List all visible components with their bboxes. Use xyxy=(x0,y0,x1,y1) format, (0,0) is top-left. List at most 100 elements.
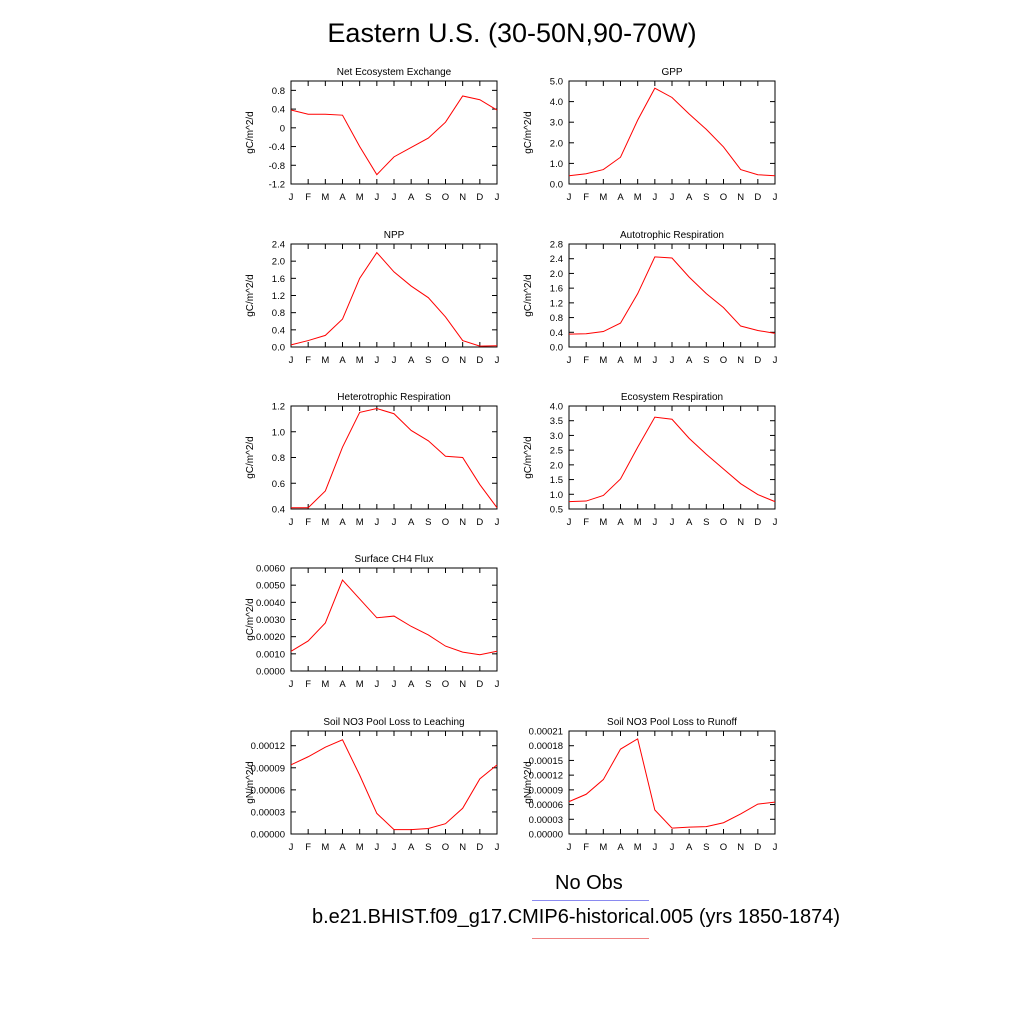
y-tick-label: 1.6 xyxy=(272,274,285,285)
x-tick-label: J xyxy=(652,842,657,853)
y-tick-label: 2.0 xyxy=(550,138,563,149)
y-tick-label: 3.0 xyxy=(550,118,563,129)
x-tick-label: J xyxy=(289,679,294,690)
y-tick-label: 0.00009 xyxy=(251,763,285,774)
x-tick-label: A xyxy=(408,355,415,366)
y-tick-label: 0.0 xyxy=(550,343,563,354)
y-tick-label: 0.8 xyxy=(272,453,285,464)
x-tick-label: M xyxy=(356,679,364,690)
x-tick-label: A xyxy=(617,842,624,853)
chart-panel-9: Soil NO3 Pool Loss to RunoffgN/m^2/d0.00… xyxy=(523,717,778,853)
y-tick-label: 2.0 xyxy=(550,269,563,280)
x-tick-label: J xyxy=(773,192,778,203)
x-tick-label: A xyxy=(339,355,346,366)
y-axis-label: gN/m^2/d xyxy=(245,761,256,804)
y-axis-label: gC/m^2/d xyxy=(523,274,534,317)
y-tick-label: 0.4 xyxy=(272,105,285,116)
y-tick-label: 0.00021 xyxy=(529,727,563,738)
x-tick-label: J xyxy=(289,517,294,528)
x-tick-label: D xyxy=(476,679,483,690)
x-tick-label: M xyxy=(321,192,329,203)
x-tick-label: M xyxy=(356,355,364,366)
x-tick-label: J xyxy=(374,192,379,203)
y-tick-label: 2.0 xyxy=(550,460,563,471)
y-tick-label: 0.00012 xyxy=(529,771,563,782)
x-tick-label: J xyxy=(567,517,572,528)
x-tick-label: O xyxy=(442,355,449,366)
x-tick-label: O xyxy=(442,192,449,203)
y-tick-label: 0.8 xyxy=(272,86,285,97)
x-tick-label: N xyxy=(737,842,744,853)
series-line xyxy=(568,416,776,503)
x-tick-label: S xyxy=(425,517,431,528)
x-tick-label: S xyxy=(703,355,709,366)
chart-panel-1: Net Ecosystem Exchange gC/m^2/d -1.2 -0.8 -0… xyxy=(245,67,500,203)
x-tick-label: A xyxy=(408,679,415,690)
chart-title: Ecosystem Respiration xyxy=(621,392,723,403)
x-tick-label: M xyxy=(321,517,329,528)
plot-frame xyxy=(290,730,498,835)
x-tick-label: N xyxy=(459,192,466,203)
x-tick-label: M xyxy=(634,842,642,853)
x-tick-label: O xyxy=(442,517,449,528)
x-tick-label: J xyxy=(392,355,397,366)
y-tick-label: 1.2 xyxy=(550,298,563,309)
x-tick-label: M xyxy=(634,355,642,366)
y-tick-label: 0.0 xyxy=(272,343,285,354)
x-tick-label: J xyxy=(392,517,397,528)
x-tick-label: O xyxy=(442,679,449,690)
x-tick-label: A xyxy=(617,355,624,366)
y-tick-label: 0.00012 xyxy=(251,741,285,752)
x-tick-label: M xyxy=(599,517,607,528)
x-tick-label: J xyxy=(670,192,675,203)
x-tick-label: A xyxy=(408,192,415,203)
y-tick-label: 0.0010 xyxy=(256,649,285,660)
x-tick-label: S xyxy=(425,679,431,690)
chart-title: Heterotrophic Respiration xyxy=(337,392,450,403)
x-tick-label: D xyxy=(754,842,761,853)
y-tick-label: 1.5 xyxy=(550,475,563,486)
y-tick-label: 0.0030 xyxy=(256,615,285,626)
x-tick-label: D xyxy=(476,355,483,366)
y-axis-label: gC/m^2/d xyxy=(245,598,256,641)
y-tick-label: 1.0 xyxy=(272,427,285,438)
y-tick-label: 1.0 xyxy=(550,159,563,170)
x-tick-label: F xyxy=(583,192,589,203)
y-tick-label: 0.0040 xyxy=(256,598,285,609)
y-tick-label: -1.2 xyxy=(269,180,285,191)
x-tick-label: A xyxy=(339,192,346,203)
y-tick-label: 0.0060 xyxy=(256,564,285,575)
plot-frame xyxy=(568,80,776,185)
plot-frame xyxy=(290,405,498,510)
legend-model-label: b.e21.BHIST.f09_g17.CMIP6-historical.005… xyxy=(312,906,841,928)
y-tick-label: 2.4 xyxy=(272,240,285,251)
legend-obs-line xyxy=(532,900,649,901)
x-tick-label: F xyxy=(305,355,311,366)
x-tick-label: A xyxy=(686,355,693,366)
y-tick-label: 2.5 xyxy=(550,446,563,457)
x-tick-label: A xyxy=(408,517,415,528)
y-tick-label: 1.2 xyxy=(272,402,285,413)
x-tick-label: A xyxy=(339,517,346,528)
chart-title: Net Ecosystem Exchange xyxy=(337,67,452,78)
y-tick-label: -0.4 xyxy=(269,142,285,153)
y-tick-label: 0.4 xyxy=(272,325,285,336)
x-tick-label: O xyxy=(442,842,449,853)
x-tick-label: O xyxy=(720,192,727,203)
x-tick-label: M xyxy=(634,517,642,528)
x-tick-label: D xyxy=(754,192,761,203)
y-tick-label: 3.0 xyxy=(550,431,563,442)
x-tick-label: J xyxy=(773,517,778,528)
x-tick-label: J xyxy=(289,355,294,366)
y-tick-label: 0.6 xyxy=(272,479,285,490)
x-tick-label: S xyxy=(425,355,431,366)
chart-panel-6: Ecosystem Respiration gC/m^2/d 0.5 1.0 1.5 2.… xyxy=(523,392,778,528)
x-tick-label: A xyxy=(617,192,624,203)
x-tick-label: N xyxy=(459,679,466,690)
x-tick-label: J xyxy=(670,842,675,853)
x-tick-label: S xyxy=(425,192,431,203)
x-tick-label: J xyxy=(773,355,778,366)
x-tick-label: S xyxy=(703,842,709,853)
chart-title: Soil NO3 Pool Loss to Leaching xyxy=(323,717,464,728)
x-tick-label: A xyxy=(408,842,415,853)
